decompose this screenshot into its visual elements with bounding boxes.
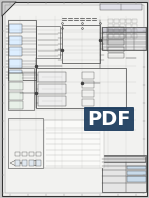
Bar [108,47,124,51]
Bar [132,19,137,23]
Bar [38,96,66,106]
Bar [29,160,34,166]
Bar [82,72,94,79]
Bar [15,160,20,166]
Bar [127,171,146,175]
Bar [8,68,34,110]
Bar [132,29,137,33]
Bar [108,19,113,23]
Bar [9,72,23,81]
Bar [9,58,22,68]
Bar [9,82,23,90]
Bar [9,101,23,109]
Bar [9,47,22,56]
Bar [108,29,113,33]
Bar [132,34,137,38]
Bar [108,24,113,28]
Bar [82,81,94,88]
Bar [114,19,119,23]
Bar [108,53,124,58]
Bar [22,152,27,156]
Bar [126,19,131,23]
Bar [126,24,131,28]
Bar [8,20,36,80]
Bar [132,24,137,28]
Bar [102,155,146,192]
Bar [44,120,104,168]
Bar [82,99,94,106]
Bar [62,25,100,63]
Bar [127,176,146,182]
Text: PDF: PDF [87,109,131,129]
Bar [38,84,66,94]
Bar [36,160,41,166]
Bar [8,118,43,168]
Bar [126,34,131,38]
Bar [9,70,22,79]
Bar [108,27,124,32]
Bar [103,156,145,162]
Bar [120,19,125,23]
Bar [108,34,113,38]
Bar [36,152,41,156]
Bar [29,152,34,156]
Bar [102,27,146,32]
Bar [15,152,20,156]
Bar [120,29,125,33]
Bar [120,34,125,38]
Bar [82,90,94,97]
Bar [9,91,23,100]
Bar [38,72,66,82]
Bar [108,40,124,45]
Bar [127,166,146,169]
Bar [108,33,124,38]
Polygon shape [2,2,16,16]
Bar [114,29,119,33]
Bar [102,27,146,50]
Bar [114,24,119,28]
Bar [120,24,125,28]
Bar [100,4,142,10]
Bar [9,24,22,33]
Bar [9,35,22,45]
Bar [22,160,27,166]
Bar [36,26,60,58]
Bar [126,29,131,33]
Bar [114,34,119,38]
Bar [36,68,126,108]
FancyBboxPatch shape [84,107,134,131]
